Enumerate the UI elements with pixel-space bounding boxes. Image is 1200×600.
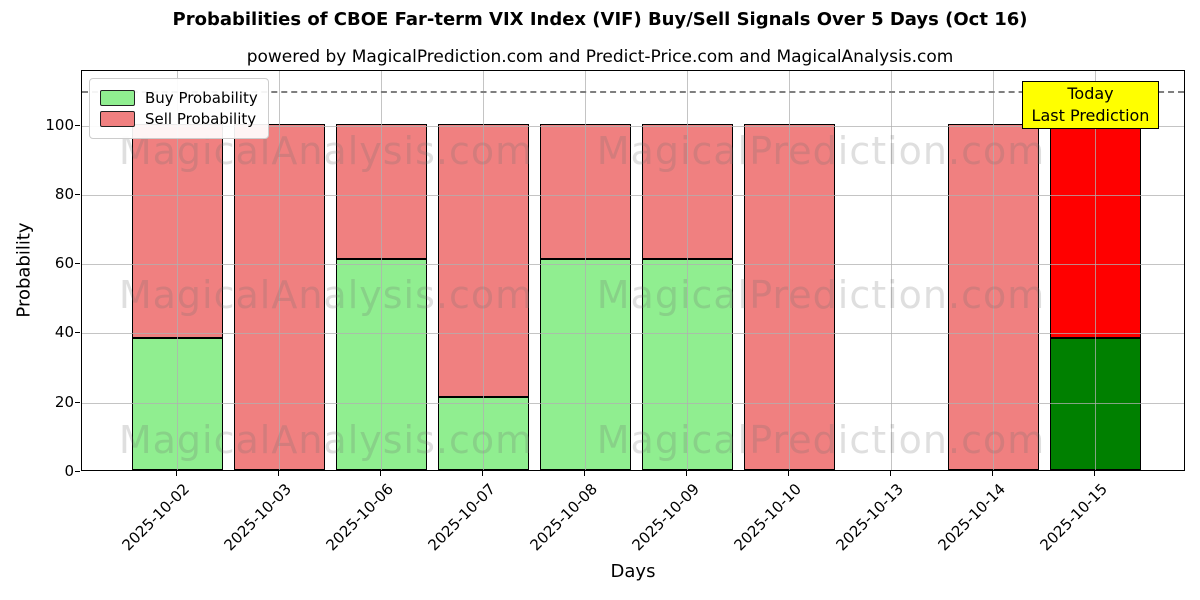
- x-tick-mark: [482, 471, 483, 476]
- y-tick-label: 100: [45, 115, 74, 134]
- gridline-vertical: [1095, 71, 1096, 470]
- gridline-vertical: [585, 71, 586, 470]
- gridline-horizontal: [82, 125, 1184, 127]
- x-tick-mark: [278, 471, 279, 476]
- x-tick-mark: [686, 471, 687, 476]
- legend: Buy Probability Sell Probability: [89, 78, 269, 139]
- chart-title: Probabilities of CBOE Far-term VIX Index…: [172, 9, 1028, 30]
- x-tick-label: 2025-10-06: [322, 480, 397, 555]
- legend-item-sell: Sell Probability: [100, 110, 258, 128]
- y-tick-label: 20: [54, 392, 74, 411]
- gridline-vertical: [177, 71, 178, 470]
- x-tick-mark: [584, 471, 585, 476]
- y-tick-label: 60: [54, 254, 74, 273]
- x-tick-mark: [176, 471, 177, 476]
- today-annotation: Today Last Prediction: [1022, 81, 1159, 129]
- y-tick-mark: [75, 263, 80, 265]
- legend-sell-label: Sell Probability: [145, 110, 257, 128]
- x-tick-label: 2025-10-14: [934, 480, 1009, 555]
- y-tick-label: 40: [54, 323, 74, 342]
- y-tick-mark: [75, 332, 80, 334]
- watermark-text: MagicalAnalysis.com: [118, 418, 534, 462]
- x-tick-mark: [890, 471, 891, 476]
- today-annotation-line2: Last Prediction: [1031, 106, 1150, 125]
- y-tick-label: 0: [64, 462, 74, 480]
- y-tick-mark: [75, 471, 80, 472]
- watermark-text: MagicalPrediction.com: [596, 418, 1046, 462]
- dashed-threshold-line: [82, 90, 1184, 93]
- gridline-horizontal: [82, 194, 1184, 196]
- gridline-vertical: [789, 71, 790, 470]
- y-tick-label: 80: [54, 184, 74, 203]
- x-tick-mark: [788, 471, 789, 476]
- gridline-horizontal: [82, 333, 1184, 335]
- gridline-horizontal: [82, 264, 1184, 266]
- gridline-vertical: [381, 71, 382, 470]
- gridline-vertical: [687, 71, 688, 470]
- gridline-vertical: [993, 71, 994, 470]
- legend-sell-swatch: [100, 111, 135, 127]
- gridline-vertical: [483, 71, 484, 470]
- x-tick-mark: [380, 471, 381, 476]
- x-axis-label: Days: [610, 561, 656, 582]
- watermark-text: MagicalPrediction.com: [596, 273, 1046, 317]
- watermark-text: MagicalPrediction.com: [596, 129, 1046, 173]
- today-annotation-line1: Today: [1067, 84, 1114, 103]
- chart-subtitle: powered by MagicalPrediction.com and Pre…: [246, 47, 954, 67]
- x-tick-label: 2025-10-09: [628, 480, 703, 555]
- x-tick-label: 2025-10-03: [220, 480, 295, 555]
- x-tick-label: 2025-10-07: [424, 480, 499, 555]
- gridline-vertical: [279, 71, 280, 470]
- gridline-horizontal: [82, 402, 1184, 404]
- x-tick-label: 2025-10-15: [1036, 480, 1111, 555]
- legend-buy-label: Buy Probability: [145, 89, 258, 107]
- x-tick-label: 2025-10-02: [118, 480, 193, 555]
- y-tick-mark: [75, 401, 80, 403]
- x-tick-label: 2025-10-13: [832, 480, 907, 555]
- y-tick-mark: [75, 193, 80, 195]
- x-tick-label: 2025-10-08: [526, 480, 601, 555]
- gridline-vertical: [891, 71, 892, 470]
- y-tick-mark: [75, 124, 80, 126]
- x-tick-mark: [992, 471, 993, 476]
- x-tick-mark: [1094, 471, 1095, 476]
- legend-buy-swatch: [100, 90, 135, 106]
- x-tick-label: 2025-10-10: [730, 480, 805, 555]
- watermark-text: MagicalAnalysis.com: [118, 273, 534, 317]
- plot-area: Buy Probability Sell Probability Today L…: [81, 70, 1185, 471]
- legend-item-buy: Buy Probability: [100, 89, 258, 107]
